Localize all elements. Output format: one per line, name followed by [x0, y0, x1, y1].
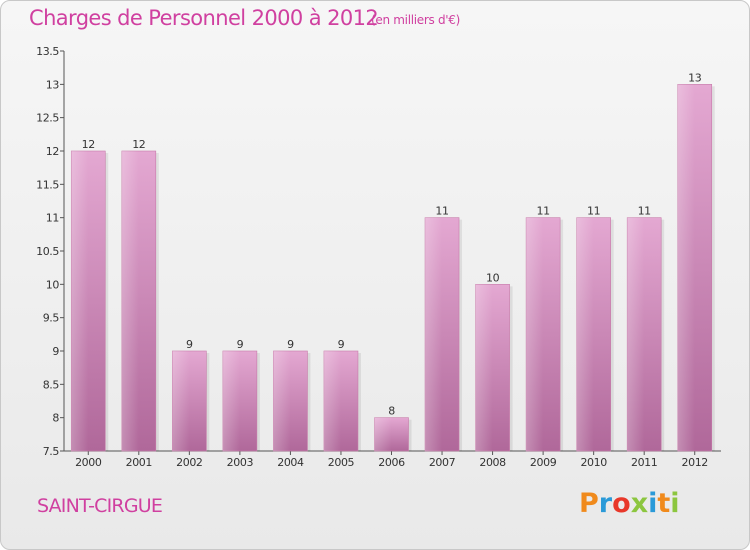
bar-highlight [576, 217, 594, 451]
x-tick-label: 2000 [75, 456, 102, 469]
x-tick-label: 2004 [277, 456, 304, 469]
y-tick-label: 10.5 [36, 245, 59, 258]
x-tick-label: 2002 [176, 456, 202, 469]
y-tick-label: 9.5 [43, 312, 60, 325]
bars [70, 84, 715, 452]
bar-value-label: 11 [638, 205, 651, 218]
bar-value-label: 12 [82, 138, 95, 151]
bar-value-label: 11 [537, 205, 550, 218]
commune-name: SAINT-CIRGUE [37, 495, 163, 517]
bar-highlight [425, 217, 443, 451]
bar-value-label: 11 [587, 205, 600, 218]
bar-highlight [677, 84, 695, 451]
x-tick-label: 2006 [378, 456, 405, 469]
bar-highlight [222, 351, 240, 451]
x-tick-label: 2005 [328, 456, 355, 469]
y-tick-label: 12 [46, 145, 59, 158]
plot-area [64, 51, 721, 451]
x-tick-label: 2011 [631, 456, 657, 469]
bar-value-label: 9 [338, 338, 345, 351]
bar-highlight [526, 217, 544, 451]
y-tick-label: 11.5 [36, 178, 59, 191]
logo-letter: i [648, 488, 658, 519]
y-tick-label: 12.5 [36, 112, 59, 125]
y-tick-label: 13.5 [36, 45, 59, 58]
logo-letter: t [657, 488, 671, 519]
bar-value-label: 9 [287, 338, 294, 351]
bar-value-label: 8 [388, 405, 395, 418]
bar-value-label: 9 [186, 338, 193, 351]
bar-value-label: 10 [486, 271, 500, 284]
bar-value-label: 13 [688, 71, 702, 84]
y-tick-label: 11 [46, 212, 59, 225]
y-tick-label: 8 [52, 412, 59, 425]
y-tick-label: 10 [46, 278, 60, 291]
bar-value-label: 12 [132, 138, 145, 151]
bar-highlight [627, 217, 645, 451]
x-tick-label: 2008 [479, 456, 506, 469]
chart-title: Charges de Personnel 2000 à 2012 [29, 6, 379, 30]
bar-highlight [273, 351, 291, 451]
bar-highlight [475, 284, 493, 451]
y-tick-label: 8.5 [43, 378, 60, 391]
bar-highlight [323, 351, 341, 451]
logo-letter: i [670, 488, 680, 519]
bar-highlight [374, 417, 392, 451]
logo-letter: P [579, 488, 599, 519]
y-tick-label: 13 [46, 78, 60, 91]
x-tick-label: 2012 [682, 456, 708, 469]
logo-letter: o [612, 488, 631, 519]
labels: 12 2000 12 2001 9 2002 9 2003 9 2004 9 2005 8 2006 11 2… [75, 71, 708, 469]
logo-letter: r [598, 488, 613, 519]
x-tick-label: 2009 [530, 456, 557, 469]
bar-highlight [71, 151, 89, 451]
x-tick-label: 2003 [227, 456, 254, 469]
bar-value-label: 11 [435, 205, 448, 218]
logo-letter: x [630, 488, 649, 519]
chart-subtitle: (en milliers d'€) [371, 13, 461, 27]
bar-highlight [172, 351, 190, 451]
x-tick-label: 2001 [126, 456, 152, 469]
x-tick-label: 2010 [580, 456, 607, 469]
proxiti-logo: Proxiti [579, 488, 680, 519]
bar-value-label: 9 [237, 338, 244, 351]
y-tick-label: 7.5 [43, 445, 60, 458]
bar-highlight [121, 151, 139, 451]
x-tick-label: 2007 [429, 456, 456, 469]
y-tick-label: 9 [52, 345, 59, 358]
